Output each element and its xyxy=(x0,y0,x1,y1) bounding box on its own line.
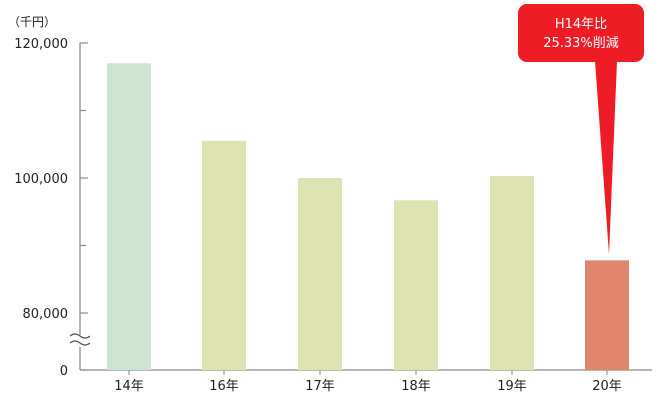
x-tick-label: 17年 xyxy=(305,379,335,394)
bar xyxy=(298,178,342,370)
bar xyxy=(394,200,438,370)
y-tick-label: 80,000 xyxy=(23,307,69,322)
axis-break-mark xyxy=(69,333,91,339)
callout-box xyxy=(518,4,644,62)
bar xyxy=(202,140,246,370)
x-tick-label: 16年 xyxy=(209,379,239,394)
bars xyxy=(107,63,629,370)
y-unit-label: （千円） xyxy=(8,15,56,29)
axes xyxy=(69,42,652,375)
annotation-callout: H14年比 25.33%削減 xyxy=(518,4,644,255)
bar xyxy=(107,63,151,370)
x-tick-label: 19年 xyxy=(497,379,527,394)
y-tick-label: 120,000 xyxy=(14,37,68,52)
bar xyxy=(585,260,629,370)
callout-line-1: H14年比 xyxy=(555,17,607,32)
callout-line-2: 25.33%削減 xyxy=(543,35,619,51)
bar xyxy=(490,175,534,370)
labels: （千円） 0 80,000 100,000 120,000 14年 16年 17年 18年 19年… xyxy=(8,15,622,394)
callout-pointer xyxy=(595,61,617,255)
axis-break-mark xyxy=(69,340,91,346)
x-tick-label: 20年 xyxy=(592,379,622,394)
y-tick-label: 0 xyxy=(60,364,68,379)
y-tick-label: 100,000 xyxy=(14,172,68,187)
x-tick-label: 14年 xyxy=(114,379,144,394)
x-tick-label: 18年 xyxy=(401,379,431,394)
